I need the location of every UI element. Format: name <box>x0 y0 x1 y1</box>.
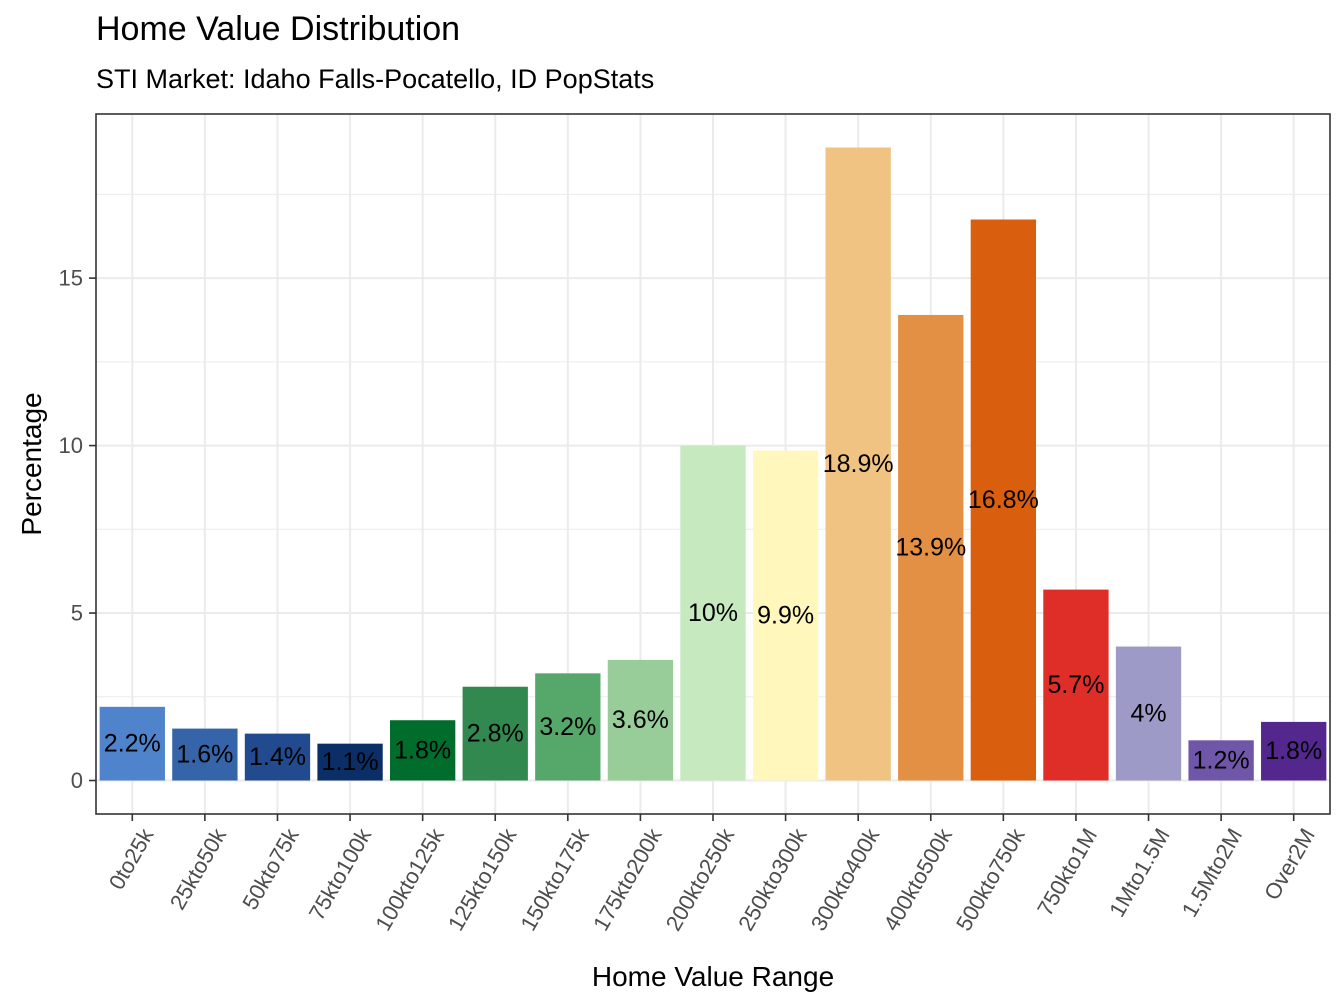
bar-1.5Mto2M <box>1188 740 1254 781</box>
x-tick-label-500kto750k: 500kto750k <box>951 823 1030 935</box>
bar-1Mto1.5M <box>1115 646 1182 781</box>
bar-label-250kto300k: 9.9% <box>757 602 814 630</box>
chart-title: Home Value Distribution <box>96 10 461 48</box>
x-tick-label-200kto250k: 200kto250k <box>661 823 740 935</box>
bar-label-Over2M: 1.8% <box>1265 737 1322 765</box>
bar-label-750kto1M: 5.7% <box>1047 671 1104 699</box>
x-tick-label-400kto500k: 400kto500k <box>878 823 957 935</box>
bar-Over2M <box>1261 721 1327 781</box>
bar-200kto250k <box>680 445 746 781</box>
y-axis: 0 5 10 15 <box>59 266 96 793</box>
bar-label-0to25k: 2.2% <box>104 730 161 758</box>
x-tick-label-75kto100k: 75kto100k <box>304 823 377 924</box>
x-axis-title: Home Value Range <box>592 961 834 992</box>
x-tick-label-250kto300k: 250kto300k <box>733 823 812 935</box>
x-tick-label-100kto125k: 100kto125k <box>370 823 449 935</box>
x-tick-label-0to25k: 0to25k <box>104 823 159 894</box>
x-tick-label-1Mto1.5M: 1Mto1.5M <box>1104 824 1175 921</box>
y-tick-label: 5 <box>71 601 83 626</box>
bar-label-75kto100k: 1.1% <box>322 748 379 776</box>
chart-subtitle: STI Market: Idaho Falls-Pocatello, ID Po… <box>96 64 655 94</box>
x-tick-label-175kto200k: 175kto200k <box>588 823 667 935</box>
bar-25kto50k <box>172 728 238 781</box>
bar-100kto125k <box>389 720 456 781</box>
bar-50kto75k <box>244 733 311 781</box>
bar-label-400kto500k: 13.9% <box>895 534 966 562</box>
bar-label-100kto125k: 1.8% <box>394 736 451 764</box>
bar-label-125kto150k: 2.8% <box>467 720 524 748</box>
bar-label-500kto750k: 16.8% <box>968 486 1039 514</box>
x-tick-label-300kto400k: 300kto400k <box>806 823 885 935</box>
bar-label-1Mto1.5M: 4% <box>1130 700 1166 728</box>
bar-label-50kto75k: 1.4% <box>249 743 306 771</box>
y-axis-title: Percentage <box>16 392 47 535</box>
x-tick-label-750kto1M: 750kto1M <box>1032 824 1102 920</box>
bar-labels: 2.2% 1.6% 1.4% 1.1% 1.8% 2.8% 3.2% 3.6% 10% 9.9% 1… <box>104 450 1322 776</box>
x-axis: 0to25k 25kto50k 50kto75k 75kto100k100kto125… <box>104 814 1320 935</box>
x-tick-label-50kto75k: 50kto75k <box>237 823 304 914</box>
bar-250kto300k <box>752 450 819 781</box>
bars <box>99 147 1327 781</box>
x-tick-label-25kto50k: 25kto50k <box>165 823 232 914</box>
x-tick-label-1.5Mto2M: 1.5Mto2M <box>1177 824 1248 921</box>
y-tick-label: 15 <box>59 266 83 291</box>
x-tick-label-125kto150k: 125kto150k <box>443 823 522 935</box>
bar-300kto400k <box>825 147 891 781</box>
bar-400kto500k <box>898 314 964 781</box>
bar-175kto200k <box>607 659 674 781</box>
bar-label-300kto400k: 18.9% <box>823 450 894 478</box>
bar-75kto100k <box>317 743 383 781</box>
y-tick-label: 10 <box>59 433 83 458</box>
bar-label-1.5Mto2M: 1.2% <box>1193 746 1250 774</box>
bar-label-175kto200k: 3.6% <box>612 706 669 734</box>
bar-125kto150k <box>462 686 528 781</box>
bar-0to25k <box>99 706 165 781</box>
bar-label-200kto250k: 10% <box>688 599 738 627</box>
bar-label-25kto50k: 1.6% <box>176 741 233 769</box>
x-tick-label-Over2M: Over2M <box>1259 824 1320 904</box>
bar-750kto1M <box>1043 589 1109 781</box>
bar-label-150kto175k: 3.2% <box>539 713 596 741</box>
x-tick-label-150kto175k: 150kto175k <box>515 823 594 935</box>
bar-150kto175k <box>535 673 601 781</box>
y-tick-label: 0 <box>71 768 83 793</box>
bar-500kto750k <box>970 219 1037 781</box>
